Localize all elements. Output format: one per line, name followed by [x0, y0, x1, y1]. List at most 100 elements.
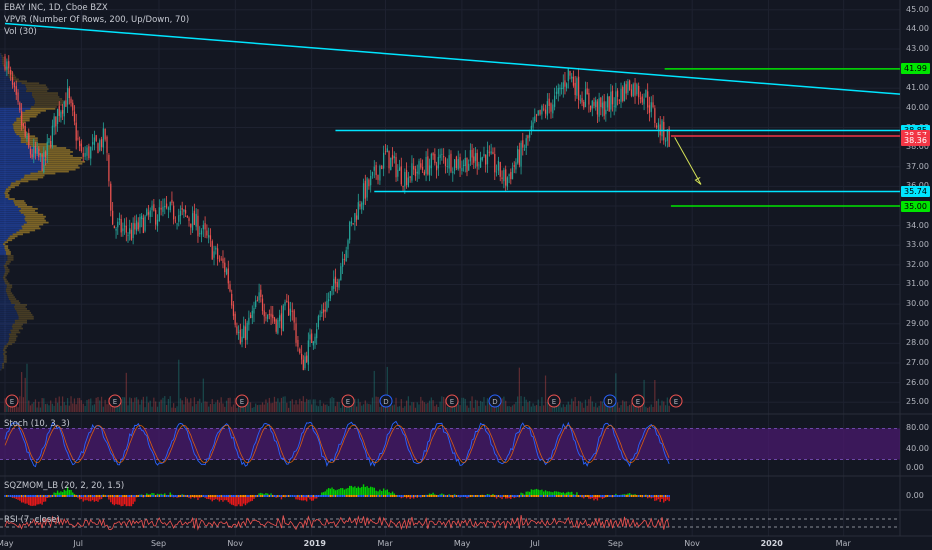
volume-bar	[199, 398, 201, 412]
candle-body	[88, 146, 90, 159]
rsi-pane[interactable]	[0, 515, 900, 531]
sqzmom-dot	[22, 495, 25, 497]
candle-body	[4, 56, 6, 70]
vpvr-up-bar	[0, 133, 17, 136]
sqzmom-dot	[555, 495, 558, 497]
candle-body	[134, 223, 136, 230]
volume-bar	[525, 399, 527, 412]
stoch-pane[interactable]	[0, 420, 900, 468]
sqzmom-bar	[354, 486, 356, 497]
rsi-legend[interactable]: RSI (7, close)	[4, 515, 60, 525]
drawing-lines[interactable]	[4, 22, 901, 207]
volume-bar	[24, 377, 26, 412]
candle-body	[423, 171, 425, 176]
sqzmom-bar	[305, 496, 308, 502]
volume-bar	[134, 397, 136, 412]
volume-bar	[384, 407, 387, 412]
sqzmom-dot	[115, 495, 117, 497]
volume-bar	[505, 400, 507, 412]
vpvr-down-bar	[10, 78, 19, 81]
volume-bar	[6, 405, 8, 412]
candle-body	[622, 87, 624, 101]
sqzmom-bar	[530, 489, 533, 497]
sqzmom-bar	[532, 489, 534, 497]
sqzmom-dot	[661, 495, 663, 497]
vpvr-up-bar	[0, 317, 19, 320]
vpvr-up-bar	[0, 247, 5, 249]
candle-body	[209, 235, 212, 240]
sqzmom-dot	[663, 495, 665, 497]
vpvr-down-bar	[14, 306, 26, 308]
sqzmom-dot	[211, 495, 213, 497]
price-tick-label: 38.00	[906, 142, 929, 152]
candle-body	[362, 183, 365, 205]
candle-body	[331, 286, 333, 291]
candles[interactable]	[4, 53, 670, 372]
volume-bar	[610, 404, 612, 412]
candle-body	[340, 266, 342, 281]
candle-body	[38, 148, 40, 158]
sqzmom-dot	[248, 495, 250, 497]
sqzmom-dot	[195, 495, 197, 497]
sqzmom-bar	[350, 485, 353, 497]
volume-bar	[647, 407, 649, 412]
candle-body	[204, 223, 206, 230]
volume-bar	[455, 403, 458, 412]
vpvr-down-bar	[25, 143, 48, 145]
sqzmom-bar	[377, 491, 379, 497]
vol-legend[interactable]: Vol (30)	[4, 27, 37, 37]
volume-bar	[33, 402, 35, 412]
vpvr-down-bar	[7, 255, 14, 257]
candle-body	[218, 259, 221, 261]
candle-body	[478, 164, 480, 166]
sqzmom-dot	[236, 495, 238, 497]
vpvr-up-bar	[0, 231, 17, 234]
candle-body	[165, 203, 168, 208]
volume-bar	[125, 372, 127, 412]
candle-body	[291, 310, 293, 312]
symbol-legend[interactable]: EBAY INC, 1D, Cboe BZX	[4, 3, 108, 13]
sqzmom-bar	[130, 496, 133, 507]
sqzmom-legend[interactable]: SQZMOM_LB (20, 2, 20, 1.5)	[4, 481, 125, 491]
sqzmom-dot	[153, 495, 155, 497]
sqzmom-pane[interactable]	[4, 484, 670, 507]
candle-body	[488, 151, 490, 153]
candle-body	[51, 125, 54, 147]
sqzmom-dot	[513, 495, 515, 497]
sqzmom-dot	[251, 495, 253, 497]
candle-body	[270, 313, 272, 317]
stoch-legend[interactable]: Stoch (10, 3, 3)	[4, 419, 70, 429]
sqzmom-dot	[435, 495, 438, 497]
volume-bar	[53, 405, 55, 412]
volume-bar	[391, 405, 394, 412]
candle-body	[485, 154, 487, 165]
candle-body	[176, 223, 178, 225]
vpvr-down-bar	[17, 313, 33, 316]
candle-body	[606, 96, 609, 108]
candle-body	[231, 293, 233, 306]
candle-body	[638, 86, 640, 98]
volume-bar	[469, 400, 471, 412]
candle-body	[452, 171, 454, 174]
sqzmom-dot	[510, 495, 512, 497]
sqzmom-bar	[386, 489, 388, 497]
volume-bar	[331, 396, 333, 412]
volume-bar	[593, 406, 595, 412]
candle-body	[459, 157, 461, 169]
vpvr-up-bar	[0, 66, 5, 69]
candle-body	[342, 258, 344, 267]
vpvr-up-bar	[0, 90, 26, 93]
sqzmom-dot	[113, 495, 116, 497]
sqzmom-dot	[204, 495, 206, 497]
candle-body	[630, 89, 633, 96]
sqzmom-dot	[4, 495, 6, 497]
volume-bar	[165, 404, 168, 412]
sqzmom-bar	[300, 496, 303, 501]
sqzmom-dot	[611, 495, 614, 497]
vpvr-legend[interactable]: VPVR (Number Of Rows, 200, Up/Down, 70)	[4, 15, 190, 25]
sqzmom-bar	[428, 493, 431, 497]
sqzmom-dot	[584, 495, 587, 497]
vpvr-up-bar	[0, 113, 21, 116]
